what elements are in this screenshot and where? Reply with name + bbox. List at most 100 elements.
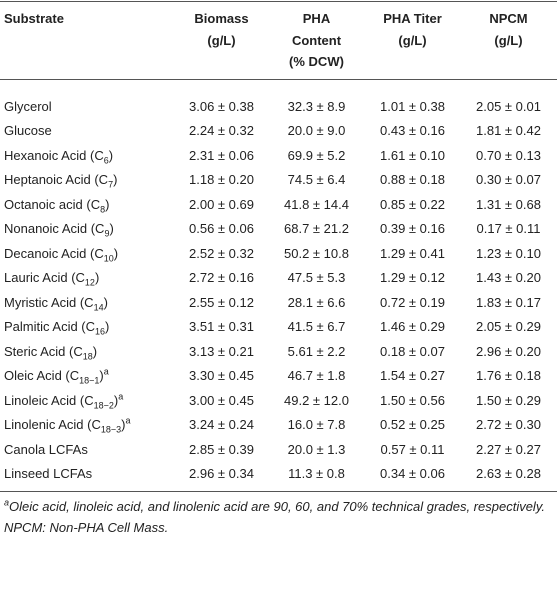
value-cell: 1.76 ± 0.18: [476, 368, 541, 384]
value-cell: 1.54 ± 0.27: [380, 368, 445, 384]
header-line: PHA: [302, 11, 331, 26]
value-cell: 20.0 ± 1.3: [287, 441, 346, 457]
value-cell: 2.24 ± 0.32: [189, 123, 254, 139]
header-line: Substrate: [4, 11, 64, 26]
value-cell: 69.9 ± 5.2: [287, 147, 346, 163]
substrate-cell: Lauric Acid (C12): [0, 266, 175, 291]
footnote: aOleic acid, linoleic acid, and linoleni…: [4, 496, 554, 517]
subscript: 18−2: [93, 400, 114, 411]
text: Myristic Acid (C: [4, 294, 94, 310]
value-cell: 0.70 ± 0.13: [476, 147, 541, 163]
value-cell: 3.24 ± 0.24: [189, 417, 254, 433]
value-cell: 0.34 ± 0.06: [380, 466, 445, 482]
column-header: PHA Titer (g/L): [365, 2, 460, 80]
table-row: Canola LCFAs 2.85 ± 0.39 20.0 ± 1.3 0.57 ± …: [0, 437, 557, 462]
text: Octanoic acid (C: [4, 196, 101, 212]
substrate-cell: Glycerol: [0, 80, 175, 119]
value-cell: 0.17 ± 0.11: [476, 221, 541, 237]
data-table: Substrate Biomass (g/L) PHA Content (% DCW) PH…: [0, 1, 557, 492]
text: ): [105, 319, 110, 335]
text: ): [99, 368, 104, 384]
value-cell: 1.50 ± 0.29: [476, 392, 541, 408]
value-cell: 1.81 ± 0.42: [476, 123, 541, 139]
value-cell: 0.43 ± 0.16: [380, 123, 445, 139]
subscript: 8: [100, 204, 106, 215]
subscript: 10: [103, 253, 114, 264]
header-line: (g/L): [494, 32, 523, 48]
superscript: a: [125, 415, 131, 426]
value-cell: 16.0 ± 7.8: [287, 417, 346, 433]
text: Linolenic Acid (C: [4, 417, 101, 433]
value-cell: 1.43 ± 0.20: [476, 270, 541, 286]
substrate-cell: Linseed LCFAs: [0, 462, 175, 492]
header-line: Content: [291, 32, 342, 48]
header-line: PHA Titer: [383, 11, 442, 26]
substrate-cell: Decanoic Acid (C10): [0, 241, 175, 266]
superscript: a: [4, 497, 10, 508]
value-cell: 2.05 ± 0.01: [476, 98, 541, 114]
text: Palmitic Acid (C: [4, 319, 96, 335]
value-cell: 2.96 ± 0.20: [476, 343, 541, 359]
value-cell: 2.52 ± 0.32: [189, 245, 254, 261]
value-cell: 2.72 ± 0.16: [189, 270, 254, 286]
table-row: Nonanoic Acid (C9) 0.56 ± 0.06 68.7 ± 21.2…: [0, 217, 557, 242]
text: ): [92, 343, 98, 359]
value-cell: 1.29 ± 0.41: [380, 245, 445, 261]
column-header: Substrate: [0, 2, 175, 80]
subscript: 9: [104, 228, 110, 239]
table-body: Glycerol 3.06 ± 0.38 32.3 ± 8.9 1.01 ± 0.38…: [0, 80, 557, 492]
table-row: Linoleic Acid (C18−2)a 3.00 ± 0.45 49.2 ± …: [0, 388, 557, 413]
subscript: 14: [93, 302, 104, 313]
value-cell: 1.31 ± 0.68: [476, 196, 541, 212]
text: ): [94, 270, 100, 286]
subscript: 16: [95, 326, 106, 337]
header-row: Substrate Biomass (g/L) PHA Content (% DCW) PH…: [0, 1, 557, 80]
value-cell: 2.31 ± 0.06: [189, 147, 254, 163]
value-cell: 28.1 ± 6.6: [287, 294, 346, 310]
text: Lauric Acid (C: [4, 270, 85, 286]
header-line: Biomass: [194, 11, 249, 26]
value-cell: 0.18 ± 0.07: [380, 343, 445, 359]
value-cell: 3.51 ± 0.31: [189, 319, 254, 335]
column-header: PHA Content (% DCW): [268, 2, 365, 80]
value-cell: 3.06 ± 0.38: [189, 98, 254, 114]
substrate-cell: Heptanoic Acid (C7): [0, 168, 175, 193]
table-row: Myristic Acid (C14) 2.55 ± 0.12 28.1 ± 6.6…: [0, 290, 557, 315]
substrate-cell: Palmitic Acid (C16): [0, 315, 175, 340]
text: Linseed LCFAs: [4, 466, 93, 482]
value-cell: 1.50 ± 0.56: [380, 392, 445, 408]
footnote: NPCM: Non-PHA Cell Mass.: [4, 517, 554, 538]
value-cell: 2.27 ± 0.27: [476, 441, 541, 457]
text: Heptanoic Acid (C: [4, 172, 109, 188]
value-cell: 1.23 ± 0.10: [476, 245, 541, 261]
header-line: (g/L): [398, 32, 427, 48]
value-cell: 46.7 ± 1.8: [287, 368, 346, 384]
value-cell: 1.61 ± 0.10: [380, 147, 445, 163]
value-cell: 41.5 ± 6.7: [287, 319, 346, 335]
subscript: 18−1: [79, 375, 100, 386]
table-row: Glycerol 3.06 ± 0.38 32.3 ± 8.9 1.01 ± 0.38…: [0, 80, 557, 119]
table-row: Decanoic Acid (C10) 2.52 ± 0.32 50.2 ± 10.…: [0, 241, 557, 266]
value-cell: 2.85 ± 0.39: [189, 441, 254, 457]
value-cell: 3.00 ± 0.45: [189, 392, 254, 408]
subscript: 18: [82, 351, 93, 362]
text: Linoleic Acid (C: [4, 392, 94, 408]
value-cell: 2.63 ± 0.28: [476, 466, 541, 482]
substrate-cell: Canola LCFAs: [0, 437, 175, 462]
text: ): [113, 392, 119, 408]
text: ): [108, 147, 114, 163]
value-cell: 20.0 ± 9.0: [287, 123, 346, 139]
value-cell: 2.00 ± 0.69: [189, 196, 254, 212]
table-row: Palmitic Acid (C16) 3.51 ± 0.31 41.5 ± 6.7…: [0, 315, 557, 340]
value-cell: 0.56 ± 0.06: [189, 221, 254, 237]
text: ): [103, 294, 108, 310]
footnotes: aOleic acid, linoleic acid, and linoleni…: [4, 496, 554, 538]
substrate-cell: Glucose: [0, 119, 175, 144]
value-cell: 0.57 ± 0.11: [380, 441, 445, 457]
value-cell: 0.52 ± 0.25: [380, 417, 445, 433]
substrate-cell: Linolenic Acid (C18−3)a: [0, 413, 175, 438]
table-row: Octanoic acid (C8) 2.00 ± 0.69 41.8 ± 14.4…: [0, 192, 557, 217]
substrate-cell: Nonanoic Acid (C9): [0, 217, 175, 242]
value-cell: 0.88 ± 0.18: [380, 172, 445, 188]
value-cell: 2.72 ± 0.30: [476, 417, 541, 433]
